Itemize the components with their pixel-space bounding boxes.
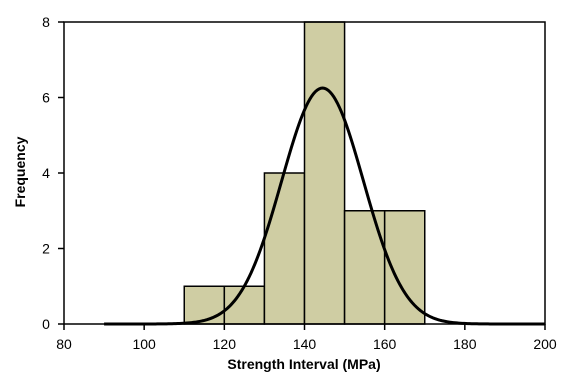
ticks-layer: 0 2 4 6 8 80 100 120 140 160 180 200 [42, 14, 557, 352]
x-tick-label: 100 [132, 336, 156, 352]
y-tick-label: 2 [42, 241, 50, 257]
y-tick-label: 8 [42, 14, 50, 30]
histogram-bar [303, 21, 346, 325]
y-tick-label: 0 [42, 316, 50, 332]
histogram-bar [183, 285, 226, 325]
x-axis-title: Strength Interval (MPa) [227, 356, 380, 372]
x-tick-label: 200 [533, 336, 557, 352]
x-tick-label: 160 [373, 336, 397, 352]
y-tick-label: 4 [42, 165, 50, 181]
x-tick-label: 180 [453, 336, 477, 352]
bars-layer [183, 21, 426, 325]
x-tick-label: 80 [56, 336, 72, 352]
x-tick-label: 140 [293, 336, 317, 352]
y-axis-title: Frequency [12, 136, 28, 207]
y-tick-label: 6 [42, 90, 50, 106]
histogram-bar [263, 172, 306, 325]
x-tick-label: 120 [213, 336, 237, 352]
